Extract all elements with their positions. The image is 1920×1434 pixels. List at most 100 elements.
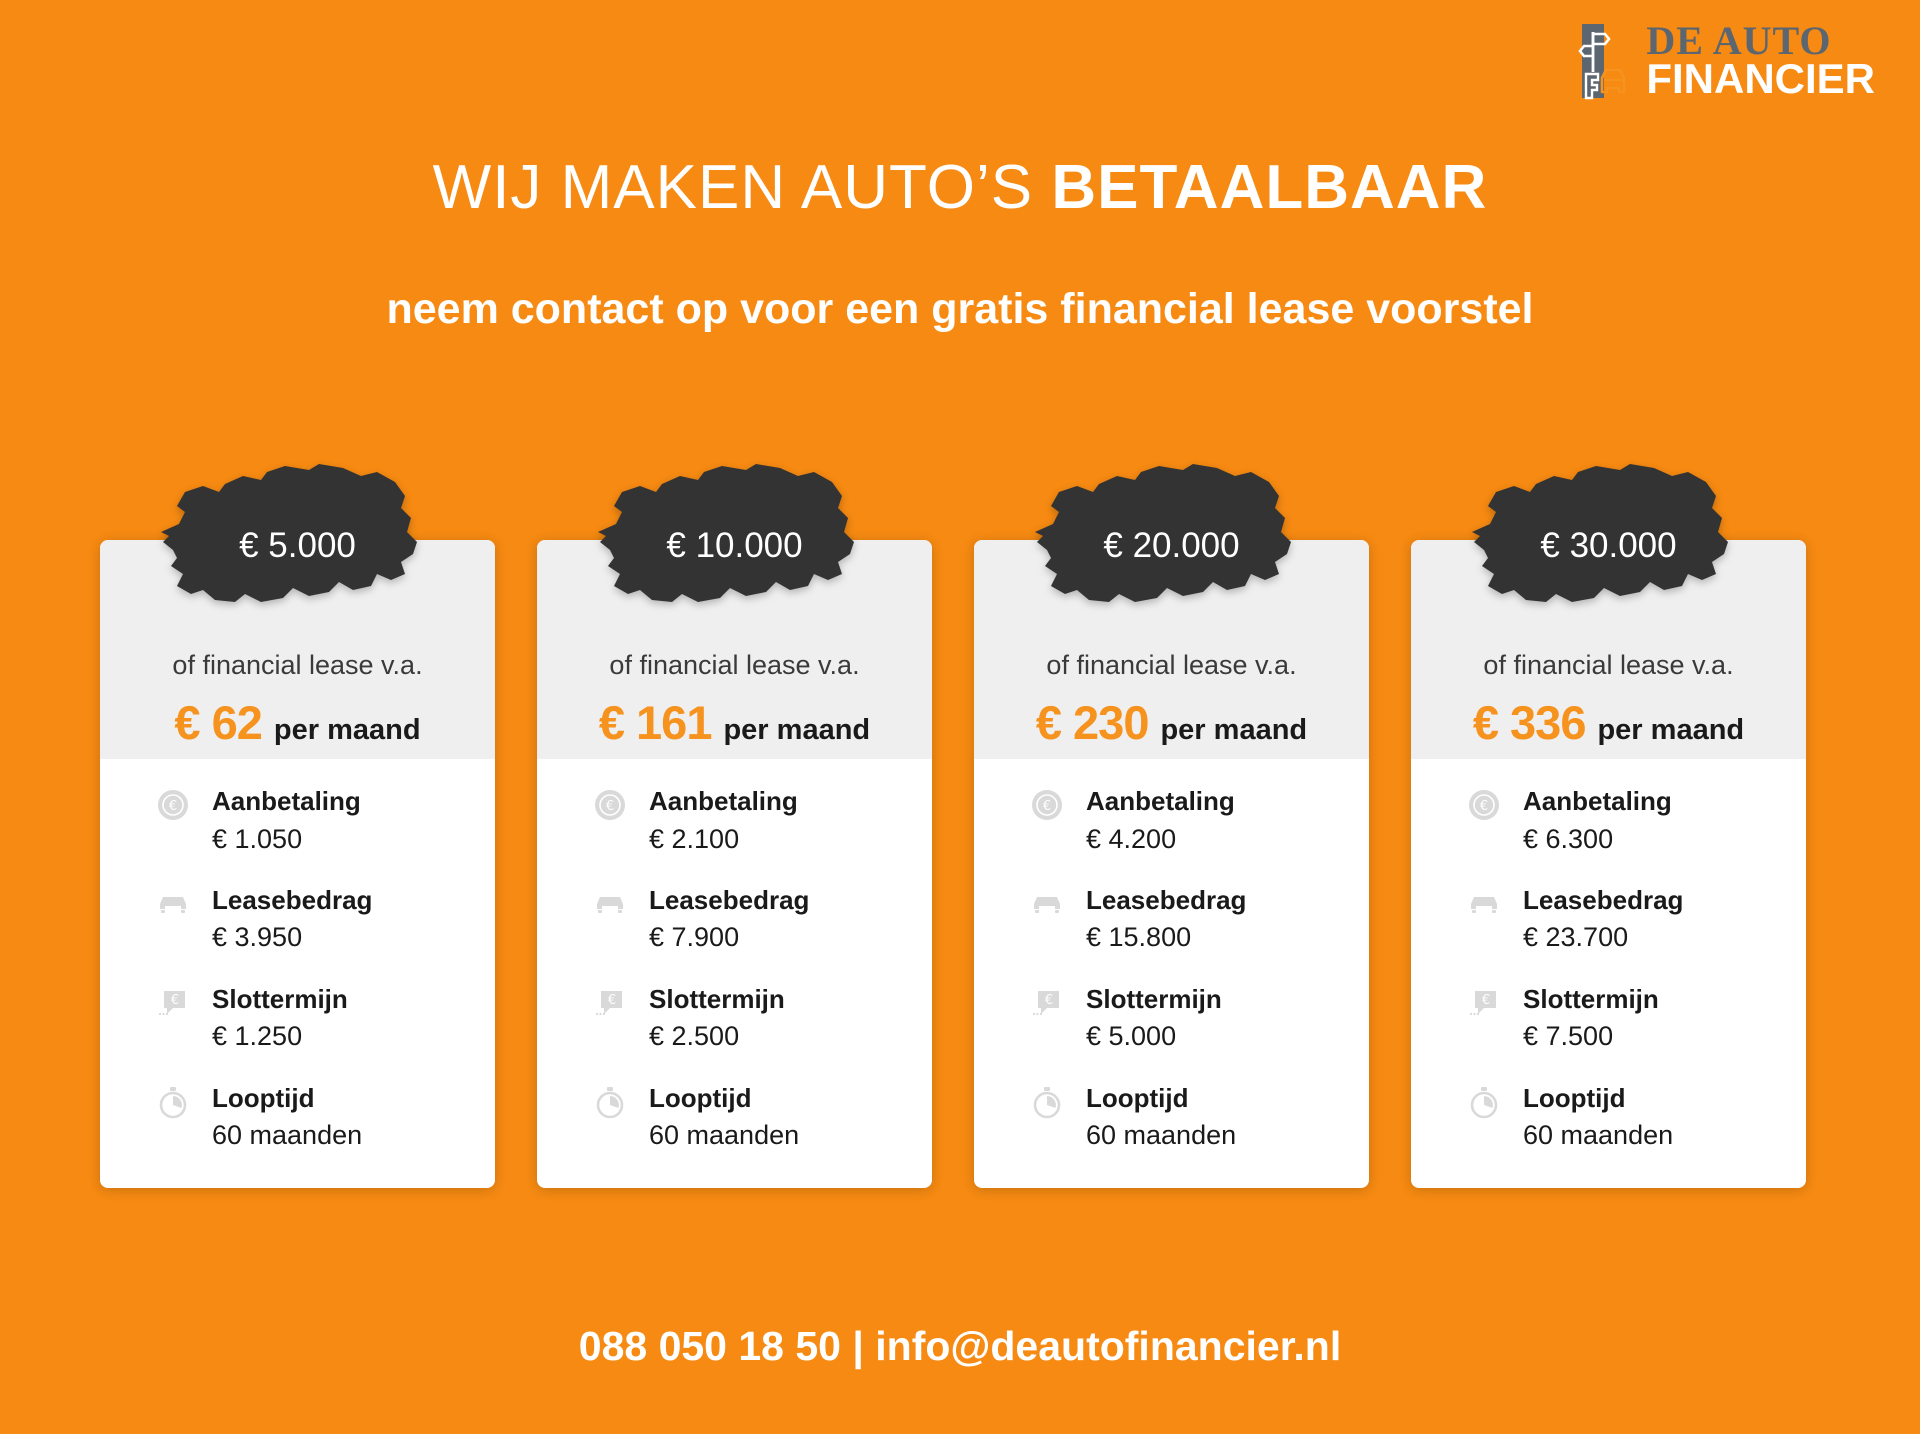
- stopwatch-icon: [593, 1085, 627, 1119]
- list-item: Leasebedrag € 7.900: [593, 884, 932, 956]
- euro-bubble-icon: €: [593, 986, 627, 1020]
- headline-bold: BETAALBAAR: [1051, 153, 1488, 222]
- feature-list: € Aanbetaling € 2.100 Leasebedrag € 7.90…: [537, 759, 932, 1154]
- svg-text:€: €: [606, 799, 614, 814]
- feature-value: 60 maanden: [1086, 1120, 1237, 1151]
- feature-label: Looptijd: [212, 1082, 315, 1113]
- pricing-card[interactable]: € 20.000 of financial lease v.a. € 230 p…: [974, 464, 1369, 1188]
- pricing-card[interactable]: € 10.000 of financial lease v.a. € 161 p…: [537, 464, 932, 1188]
- footer-separator: |: [852, 1323, 864, 1369]
- feature-label: Aanbetaling: [649, 786, 798, 816]
- page-headline: WIJ MAKEN AUTO’S BETAALBAAR: [0, 152, 1920, 223]
- monthly-price-amount: € 336: [1472, 696, 1587, 749]
- feature-label: Looptijd: [1523, 1082, 1626, 1113]
- svg-text:€: €: [608, 993, 616, 1008]
- stopwatch-icon: [1030, 1085, 1064, 1119]
- feature-value: € 3.950: [212, 922, 303, 953]
- feature-value: € 2.100: [649, 823, 740, 854]
- of-lease-text: of financial lease v.a.: [609, 650, 860, 680]
- email-address[interactable]: info@deautofinancier.nl: [875, 1323, 1342, 1369]
- pricing-card[interactable]: € 30.000 of financial lease v.a. € 336 p…: [1411, 464, 1806, 1188]
- brush-price-label: € 10.000: [666, 526, 803, 565]
- brand-logo: DE AUTO FINANCIER: [1576, 18, 1875, 103]
- monthly-price-amount: € 62: [174, 696, 262, 749]
- feature-value: € 5.000: [1086, 1021, 1177, 1052]
- euro-bubble-icon: €: [1030, 986, 1064, 1020]
- monthly-price-row: € 230 per maand: [974, 695, 1369, 750]
- list-item: € Aanbetaling € 4.200: [1030, 785, 1369, 857]
- list-item: € Aanbetaling € 6.300: [1467, 785, 1806, 857]
- feature-label: Slottermijn: [1086, 983, 1222, 1014]
- feature-list: € Aanbetaling € 1.050 Leasebedrag € 3.95…: [100, 759, 495, 1154]
- svg-text:€: €: [171, 993, 179, 1008]
- feature-value: € 2.500: [649, 1021, 740, 1052]
- monthly-price-unit: per maand: [723, 714, 871, 746]
- phone-number[interactable]: 088 050 18 50: [578, 1323, 841, 1369]
- euro-bubble-icon: €: [1467, 986, 1501, 1020]
- brush-price-label: € 30.000: [1540, 526, 1677, 565]
- feature-value: € 1.250: [212, 1021, 303, 1052]
- signpost-car-icon: [1576, 22, 1632, 100]
- monthly-price-unit: per maand: [1597, 714, 1745, 746]
- feature-value: 60 maanden: [1523, 1120, 1674, 1151]
- feature-value: € 1.050: [212, 823, 303, 854]
- monthly-price-row: € 161 per maand: [537, 695, 932, 750]
- list-item: Looptijd 60 maanden: [1467, 1082, 1806, 1154]
- list-item: € Aanbetaling € 1.050: [156, 785, 495, 857]
- feature-label: Leasebedrag: [1086, 884, 1247, 915]
- svg-text:€: €: [1043, 799, 1051, 814]
- list-item: Looptijd 60 maanden: [156, 1082, 495, 1154]
- pricing-cards: € 5.000 of financial lease v.a. € 62 per…: [100, 464, 1825, 1188]
- feature-label: Aanbetaling: [1523, 786, 1672, 816]
- car-icon: [1030, 887, 1064, 921]
- feature-value: 60 maanden: [649, 1120, 800, 1151]
- car-icon: [593, 887, 627, 921]
- card-header: € 10.000 of financial lease v.a. € 161 p…: [537, 464, 932, 759]
- feature-label: Aanbetaling: [1086, 786, 1235, 816]
- euro-bubble-icon: €: [156, 986, 190, 1020]
- feature-value: € 4.200: [1086, 823, 1177, 854]
- list-item: Leasebedrag € 23.700: [1467, 884, 1806, 956]
- feature-value: 60 maanden: [212, 1120, 363, 1151]
- feature-label: Aanbetaling: [212, 786, 361, 816]
- feature-list: € Aanbetaling € 6.300 Leasebedrag € 23.7…: [1411, 759, 1806, 1154]
- list-item: € Slottermijn € 1.250: [156, 983, 495, 1055]
- feature-value: € 7.500: [1523, 1021, 1614, 1052]
- logo-line-2: FINANCIER: [1646, 55, 1875, 103]
- list-item: Leasebedrag € 15.800: [1030, 884, 1369, 956]
- list-item: € Aanbetaling € 2.100: [593, 785, 932, 857]
- card-header: € 5.000 of financial lease v.a. € 62 per…: [100, 464, 495, 759]
- svg-text:€: €: [1482, 993, 1490, 1008]
- stopwatch-icon: [1467, 1085, 1501, 1119]
- monthly-price-amount: € 230: [1035, 696, 1150, 749]
- feature-value: € 15.800: [1086, 922, 1192, 953]
- of-lease-text: of financial lease v.a.: [172, 650, 423, 680]
- list-item: Leasebedrag € 3.950: [156, 884, 495, 956]
- list-item: Looptijd 60 maanden: [1030, 1082, 1369, 1154]
- card-header: € 20.000 of financial lease v.a. € 230 p…: [974, 464, 1369, 759]
- car-icon: [1467, 887, 1501, 921]
- feature-value: € 6.300: [1523, 823, 1614, 854]
- euro-coin-icon: €: [1030, 788, 1064, 822]
- feature-value: € 23.700: [1523, 922, 1629, 953]
- page-subheadline: neem contact op voor een gratis financia…: [386, 285, 1534, 333]
- feature-label: Leasebedrag: [212, 884, 373, 915]
- logo-line-1: DE AUTO: [1646, 18, 1832, 64]
- monthly-price-unit: per maand: [1160, 714, 1308, 746]
- feature-label: Slottermijn: [212, 983, 348, 1014]
- list-item: € Slottermijn € 7.500: [1467, 983, 1806, 1055]
- list-item: € Slottermijn € 5.000: [1030, 983, 1369, 1055]
- feature-list: € Aanbetaling € 4.200 Leasebedrag € 15.8…: [974, 759, 1369, 1154]
- card-header: € 30.000 of financial lease v.a. € 336 p…: [1411, 464, 1806, 759]
- contact-footer: 088 050 18 50 | info@deautofinancier.nl: [0, 1323, 1920, 1370]
- feature-label: Slottermijn: [649, 983, 785, 1014]
- svg-text:€: €: [169, 799, 177, 814]
- euro-coin-icon: €: [1467, 788, 1501, 822]
- car-icon: [156, 887, 190, 921]
- headline-light: WIJ MAKEN AUTO’S: [432, 153, 1052, 222]
- feature-value: € 7.900: [649, 922, 740, 953]
- feature-label: Slottermijn: [1523, 983, 1659, 1014]
- pricing-card[interactable]: € 5.000 of financial lease v.a. € 62 per…: [100, 464, 495, 1188]
- monthly-price-amount: € 161: [598, 696, 713, 749]
